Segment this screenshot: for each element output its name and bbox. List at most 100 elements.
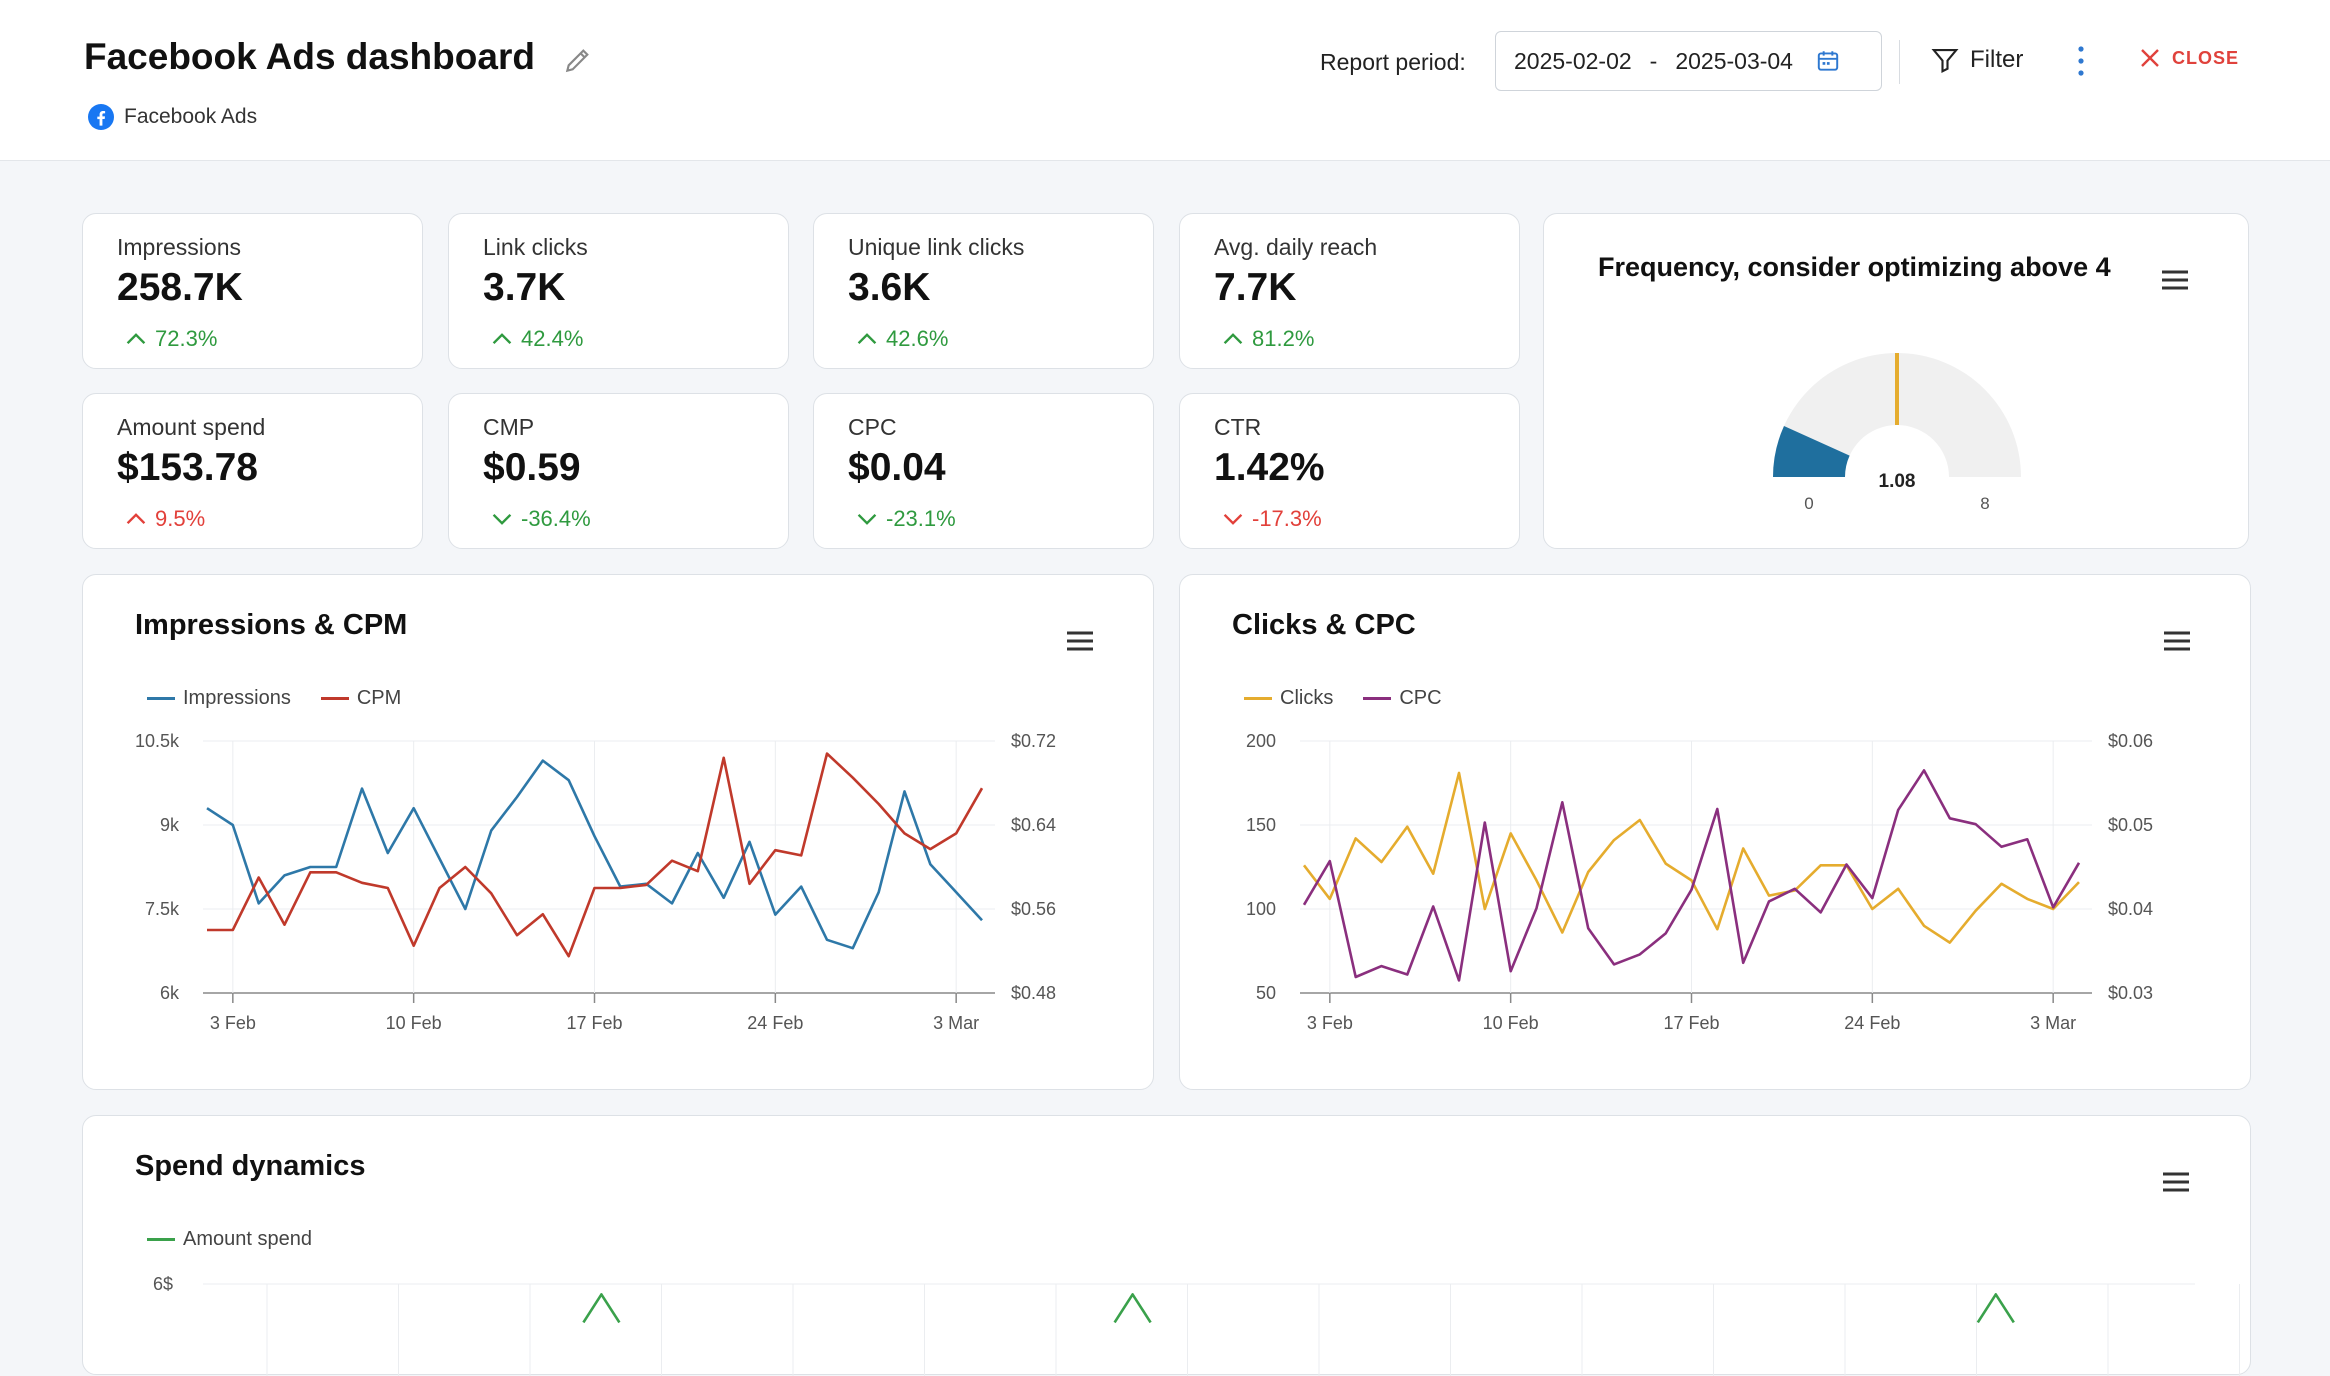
y-right-tick-label: $0.05 — [2108, 815, 2153, 835]
data-source-label: Facebook Ads — [124, 105, 258, 128]
pencil-icon[interactable] — [562, 44, 594, 76]
spend-series-peak — [1113, 1293, 1152, 1324]
date-separator: - — [1649, 47, 1658, 74]
menu-icon[interactable] — [2161, 1170, 2191, 1194]
filter-button[interactable]: Filter — [1930, 45, 2023, 75]
series-line-cpc — [1302, 769, 2081, 982]
legend-label: Amount spend — [183, 1228, 312, 1250]
legend-label: CPM — [356, 687, 402, 709]
spend-dynamics-chart: 6$ — [153, 1274, 2240, 1376]
x-tick-label: 3 Feb — [1307, 1013, 1353, 1033]
close-icon — [2141, 49, 2159, 67]
close-button[interactable]: CLOSE — [2138, 46, 2239, 70]
kpi-label: Avg. daily reach — [1214, 234, 1378, 260]
legend-item-impressions[interactable]: Impressions — [147, 687, 291, 710]
series-line-clicks — [1302, 771, 2080, 944]
legend-item-clicks[interactable]: Clicks — [1244, 687, 1333, 710]
menu-icon[interactable] — [1065, 629, 1095, 653]
y-right-tick-label: $0.06 — [2108, 731, 2153, 751]
chevron-up-icon — [126, 513, 146, 525]
spend-series-peak — [582, 1293, 621, 1324]
x-tick-label: 17 Feb — [1663, 1013, 1719, 1033]
y-right-tick-label: $0.64 — [1011, 815, 1056, 835]
gauge-max-label: 8 — [1980, 494, 1989, 513]
legend-label: Clicks — [1280, 687, 1334, 709]
y-right-tick-label: $0.48 — [1011, 983, 1056, 1003]
x-tick-label: 3 Mar — [933, 1013, 979, 1033]
series-line-cpm — [207, 752, 984, 958]
legend-item-cpm[interactable]: CPM — [320, 687, 402, 710]
kpi-card: CTR 1.42% -17.3% — [1179, 393, 1520, 549]
y-right-tick-label: $0.72 — [1011, 731, 1056, 751]
kpi-delta-value: -23.1% — [886, 506, 956, 531]
kpi-value: 7.7K — [1214, 266, 1297, 309]
y-left-tick-label: 50 — [1256, 983, 1276, 1003]
frequency-gauge-card: Frequency, consider optimizing above 4 1… — [1543, 213, 2249, 549]
facebook-icon — [88, 104, 114, 130]
kpi-delta: -36.4% — [491, 506, 591, 532]
y-left-tick-label: 100 — [1246, 899, 1276, 919]
chevron-up-icon — [126, 333, 146, 345]
menu-icon[interactable] — [2162, 629, 2192, 653]
kpi-value: $0.59 — [483, 446, 581, 489]
y-left-tick-label: 6k — [160, 983, 180, 1003]
header-divider — [1899, 40, 1900, 84]
series-line-impressions — [206, 759, 983, 950]
kpi-label: CPC — [848, 414, 897, 440]
y-left-tick-label: 200 — [1246, 731, 1276, 751]
more-options-icon[interactable] — [2074, 44, 2088, 78]
chart-legend: Clicks CPC — [1244, 687, 1442, 710]
clicks-cpc-card: Clicks & CPC Clicks CPC 200 $0.06 150 $0.05… — [1179, 574, 2251, 1090]
legend-label: CPC — [1399, 687, 1442, 709]
kpi-label: Impressions — [117, 234, 241, 260]
kpi-delta: 9.5% — [125, 506, 205, 532]
kpi-card: Impressions 258.7K 72.3% — [82, 213, 423, 369]
kpi-value: 3.6K — [848, 266, 931, 309]
y-left-tick-label: 150 — [1246, 815, 1276, 835]
kpi-value: 3.7K — [483, 266, 566, 309]
kpi-delta-value: 72.3% — [155, 326, 218, 351]
data-source: Facebook Ads — [88, 104, 257, 130]
gauge-value-arc — [1773, 425, 1850, 477]
dashboard-header: Facebook Ads dashboard Facebook Ads Repo… — [0, 0, 2330, 161]
date-range-picker[interactable]: 2025-02-02 - 2025-03-04 — [1495, 31, 1882, 91]
impressions-cpm-chart: 10.5k $0.72 9k $0.64 7.5k $0.56 6k $0.48 3 Feb 10… — [135, 731, 1056, 1033]
y-right-tick-label: $0.03 — [2108, 983, 2153, 1003]
kpi-value: 258.7K — [117, 266, 243, 309]
kpi-card: CPC $0.04 -23.1% — [813, 393, 1154, 549]
legend-item-amount-spend[interactable]: Amount spend — [147, 1228, 312, 1251]
y-left-tick-label: 10.5k — [135, 731, 180, 751]
gauge-value: 1.08 — [1879, 471, 1916, 492]
legend-item-cpc[interactable]: CPC — [1363, 687, 1442, 710]
chevron-up-icon — [492, 333, 512, 345]
chart-legend: Amount spend — [147, 1228, 312, 1251]
chevron-up-icon — [1223, 333, 1243, 345]
kpi-value: $153.78 — [117, 446, 258, 489]
kpi-delta-value: 81.2% — [1252, 326, 1315, 351]
gauge-title: Frequency, consider optimizing above 4 — [1598, 252, 2111, 282]
chart-title: Spend dynamics — [135, 1150, 366, 1182]
filter-label: Filter — [1970, 46, 2024, 73]
menu-icon[interactable] — [2160, 268, 2190, 292]
kpi-card: Unique link clicks 3.6K 42.6% — [813, 213, 1154, 369]
kpi-delta-value: 42.6% — [886, 326, 949, 351]
legend-swatch — [320, 697, 349, 700]
x-tick-label: 3 Feb — [210, 1013, 256, 1033]
legend-swatch — [147, 697, 175, 700]
chevron-down-icon — [857, 513, 877, 525]
kpi-delta-value: -36.4% — [521, 506, 591, 531]
kpi-delta-value: 42.4% — [521, 326, 584, 351]
x-tick-label: 10 Feb — [1483, 1013, 1539, 1033]
x-tick-label: 3 Mar — [2030, 1013, 2076, 1033]
kpi-label: CMP — [483, 414, 535, 440]
kpi-card: Amount spend $153.78 9.5% — [82, 393, 423, 549]
date-start: 2025-02-02 — [1514, 47, 1632, 74]
chart-title: Clicks & CPC — [1232, 609, 1416, 641]
kpi-delta: -23.1% — [856, 506, 956, 532]
kpi-delta-value: -17.3% — [1252, 506, 1322, 531]
calendar-icon — [1817, 51, 1839, 71]
legend-swatch — [1244, 697, 1272, 700]
frequency-gauge: 1.08 0 8 — [1773, 353, 2021, 513]
chart-title: Impressions & CPM — [135, 609, 408, 641]
kpi-delta-value: 9.5% — [155, 506, 206, 531]
